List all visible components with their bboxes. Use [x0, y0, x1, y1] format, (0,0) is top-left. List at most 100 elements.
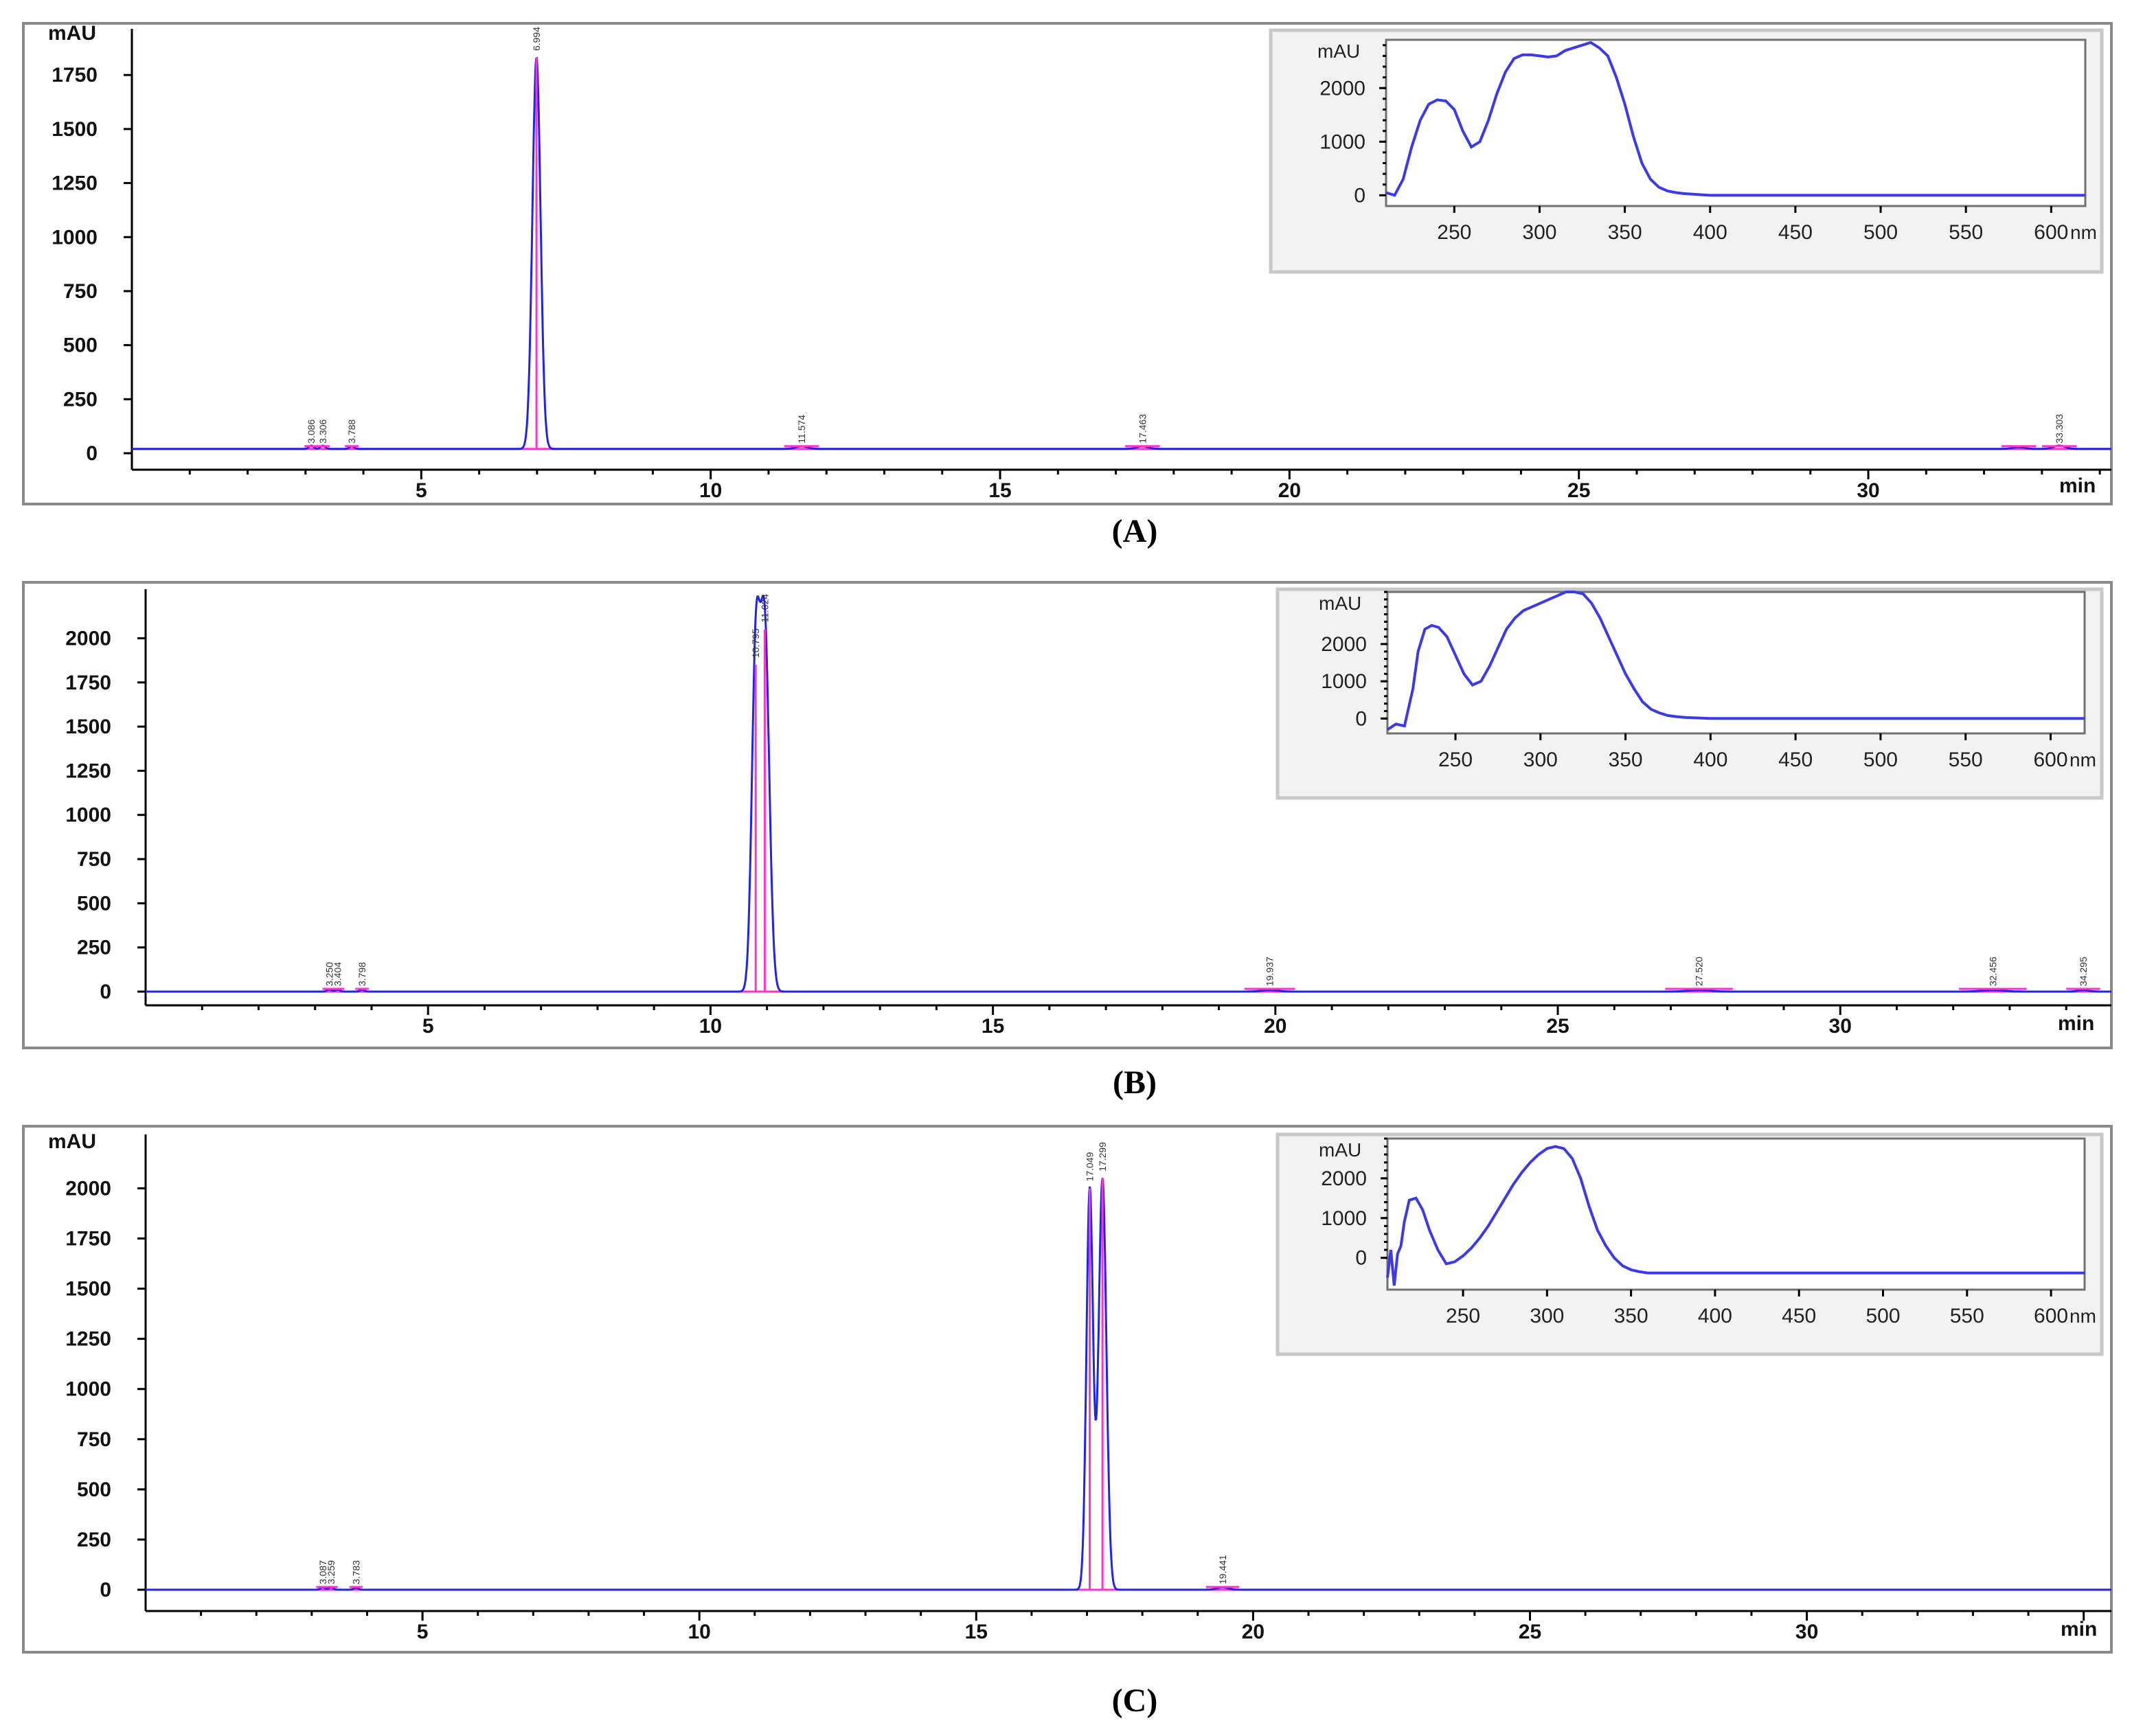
- inset-x-unit-label: nm: [2069, 749, 2096, 770]
- chromatogram-trace: [146, 1178, 2111, 1591]
- inset-x-tick-label: 400: [1698, 1305, 1732, 1327]
- x-tick-label: 15: [965, 1621, 988, 1643]
- peak-label: 10.795: [750, 628, 761, 658]
- inset-y-unit-label: mAU: [1319, 1139, 1361, 1161]
- y-tick-label: 1500: [65, 1278, 111, 1301]
- y-tick-label: 2000: [65, 627, 111, 650]
- y-tick-label: 0: [100, 981, 111, 1003]
- peak-label: 19.441: [1217, 1555, 1228, 1584]
- x-tick-label: 5: [417, 1621, 429, 1643]
- chromatogram-trace: [146, 595, 2111, 993]
- peak-label: 11.574: [796, 415, 807, 444]
- y-tick-label: 1500: [52, 118, 98, 141]
- y-tick-label: 250: [77, 1529, 111, 1551]
- peak-label: 3.086: [306, 419, 317, 443]
- y-tick-label: 500: [77, 892, 111, 915]
- inset-x-tick-label: 400: [1693, 221, 1727, 244]
- y-tick-label: 1750: [52, 64, 98, 87]
- x-tick-label: 30: [1857, 479, 1879, 502]
- caption-a: (A): [1112, 513, 1158, 549]
- uv-spectrum-inset: 0 1000 2000 250 300 350 400 450 500 550 600 mAU nm: [1275, 587, 2104, 800]
- y-tick-label: 1000: [65, 1378, 111, 1401]
- y-tick-label: 750: [77, 848, 111, 871]
- panel-a: 0 250 500 750 1000 1250 1500 1750 5 10 15 20 25 30 mAU…: [22, 22, 2113, 505]
- inset-y-tick-label: 2000: [1321, 1167, 1367, 1190]
- y-tick-label: 750: [63, 280, 98, 303]
- chromatogram-trace: [132, 56, 2111, 450]
- y-tick-label: 500: [77, 1478, 111, 1501]
- inset-x-tick-label: 400: [1693, 749, 1727, 771]
- inset-x-tick-label: 300: [1522, 221, 1556, 244]
- inset-x-tick-label: 500: [1866, 1305, 1900, 1327]
- peak-label: 17.299: [1097, 1142, 1108, 1172]
- x-tick-label: 20: [1242, 1621, 1265, 1643]
- inset-x-tick-label: 300: [1523, 749, 1558, 771]
- x-tick-label: 25: [1546, 1015, 1569, 1038]
- uv-spectrum-line: [1385, 41, 2085, 197]
- inset-x-tick-label: 350: [1614, 1305, 1648, 1327]
- uv-spectrum-line: [1386, 591, 2085, 731]
- inset-y-tick-label: 0: [1354, 184, 1365, 207]
- x-tick-label: 10: [688, 1621, 711, 1643]
- y-tick-label: 2000: [65, 1177, 111, 1200]
- panel-c: 0 250 500 750 1000 1250 1500 1750 2000 5 10 15 20 25 3…: [22, 1125, 2113, 1654]
- peak-label: 6.994: [531, 27, 542, 51]
- y-tick-label: 500: [63, 334, 98, 357]
- x-tick-label: 5: [422, 1015, 434, 1038]
- y-tick-label: 250: [63, 388, 98, 411]
- inset-y-tick-label: 1000: [1321, 1207, 1367, 1230]
- y-tick-label: 1750: [65, 672, 111, 694]
- uv-spectrum-line: [1386, 1145, 2085, 1286]
- y-tick-label: 1250: [52, 172, 98, 195]
- y-tick-label: 1500: [65, 716, 111, 738]
- y-tick-label: 250: [77, 937, 111, 959]
- inset-x-tick-label: 450: [1778, 221, 1813, 244]
- peak-label: 3.250: [324, 962, 334, 986]
- peak-label: 17.049: [1085, 1152, 1096, 1181]
- peak-label: 19.937: [1265, 957, 1275, 986]
- peak-label: 3.087: [317, 1560, 328, 1584]
- peak-label: 3.788: [346, 419, 357, 443]
- inset-x-tick-label: 550: [1949, 749, 1983, 771]
- caption-c: (C): [1112, 1682, 1158, 1719]
- inset-x-tick-label: 350: [1608, 221, 1642, 244]
- inset-y-tick-label: 1000: [1321, 670, 1367, 693]
- y-tick-label: 0: [100, 1579, 111, 1601]
- peak-label: 3.404: [332, 962, 343, 986]
- inset-x-unit-label: nm: [2070, 222, 2097, 243]
- inset-y-tick-label: 0: [1355, 707, 1367, 730]
- x-tick-label: 10: [699, 479, 722, 502]
- inset-x-tick-label: 300: [1530, 1305, 1564, 1327]
- y-unit-label: mAU: [48, 1130, 96, 1153]
- panel-b: 0 250 500 750 1000 1250 1500 1750 2000 5 10 15 20 25 3…: [22, 581, 2113, 1049]
- peak-label: 17.463: [1137, 414, 1148, 444]
- x-tick-label: 20: [1278, 479, 1301, 502]
- y-unit-label: mAU: [48, 22, 96, 45]
- y-tick-label: 1250: [65, 760, 111, 782]
- inset-x-unit-label: nm: [2069, 1305, 2096, 1327]
- inset-x-tick-label: 600: [2033, 749, 2067, 771]
- inset-y-unit-label: mAU: [1317, 41, 1360, 62]
- y-tick-label: 1000: [52, 226, 98, 249]
- inset-x-tick-label: 600: [2034, 221, 2068, 244]
- y-tick-label: 1750: [65, 1228, 111, 1250]
- peak-label: 11.024: [759, 594, 770, 623]
- x-tick-label: 15: [982, 1015, 1004, 1038]
- inset-x-tick-label: 450: [1778, 749, 1813, 771]
- peak-label: 33.303: [2054, 414, 2065, 444]
- inset-x-tick-label: 250: [1438, 749, 1473, 771]
- peak-label: 3.798: [356, 962, 367, 986]
- x-tick-label: 10: [699, 1015, 722, 1038]
- x-tick-label: 25: [1519, 1621, 1541, 1643]
- inset-y-tick-label: 0: [1355, 1247, 1367, 1270]
- inset-y-tick-label: 1000: [1319, 130, 1365, 153]
- inset-x-tick-label: 550: [1950, 1305, 1984, 1327]
- caption-b: (B): [1113, 1064, 1157, 1101]
- peak-label: 3.306: [317, 419, 328, 443]
- y-tick-label: 750: [77, 1428, 111, 1451]
- x-unit-label: min: [2059, 475, 2096, 497]
- peak-label: 34.295: [2078, 957, 2089, 986]
- y-tick-label: 1250: [65, 1328, 111, 1351]
- peak-label: 32.456: [1987, 957, 1998, 986]
- uv-spectrum-inset: 0 1000 2000 250 300 350 400 450 500 550 600 mAU nm: [1275, 1132, 2104, 1356]
